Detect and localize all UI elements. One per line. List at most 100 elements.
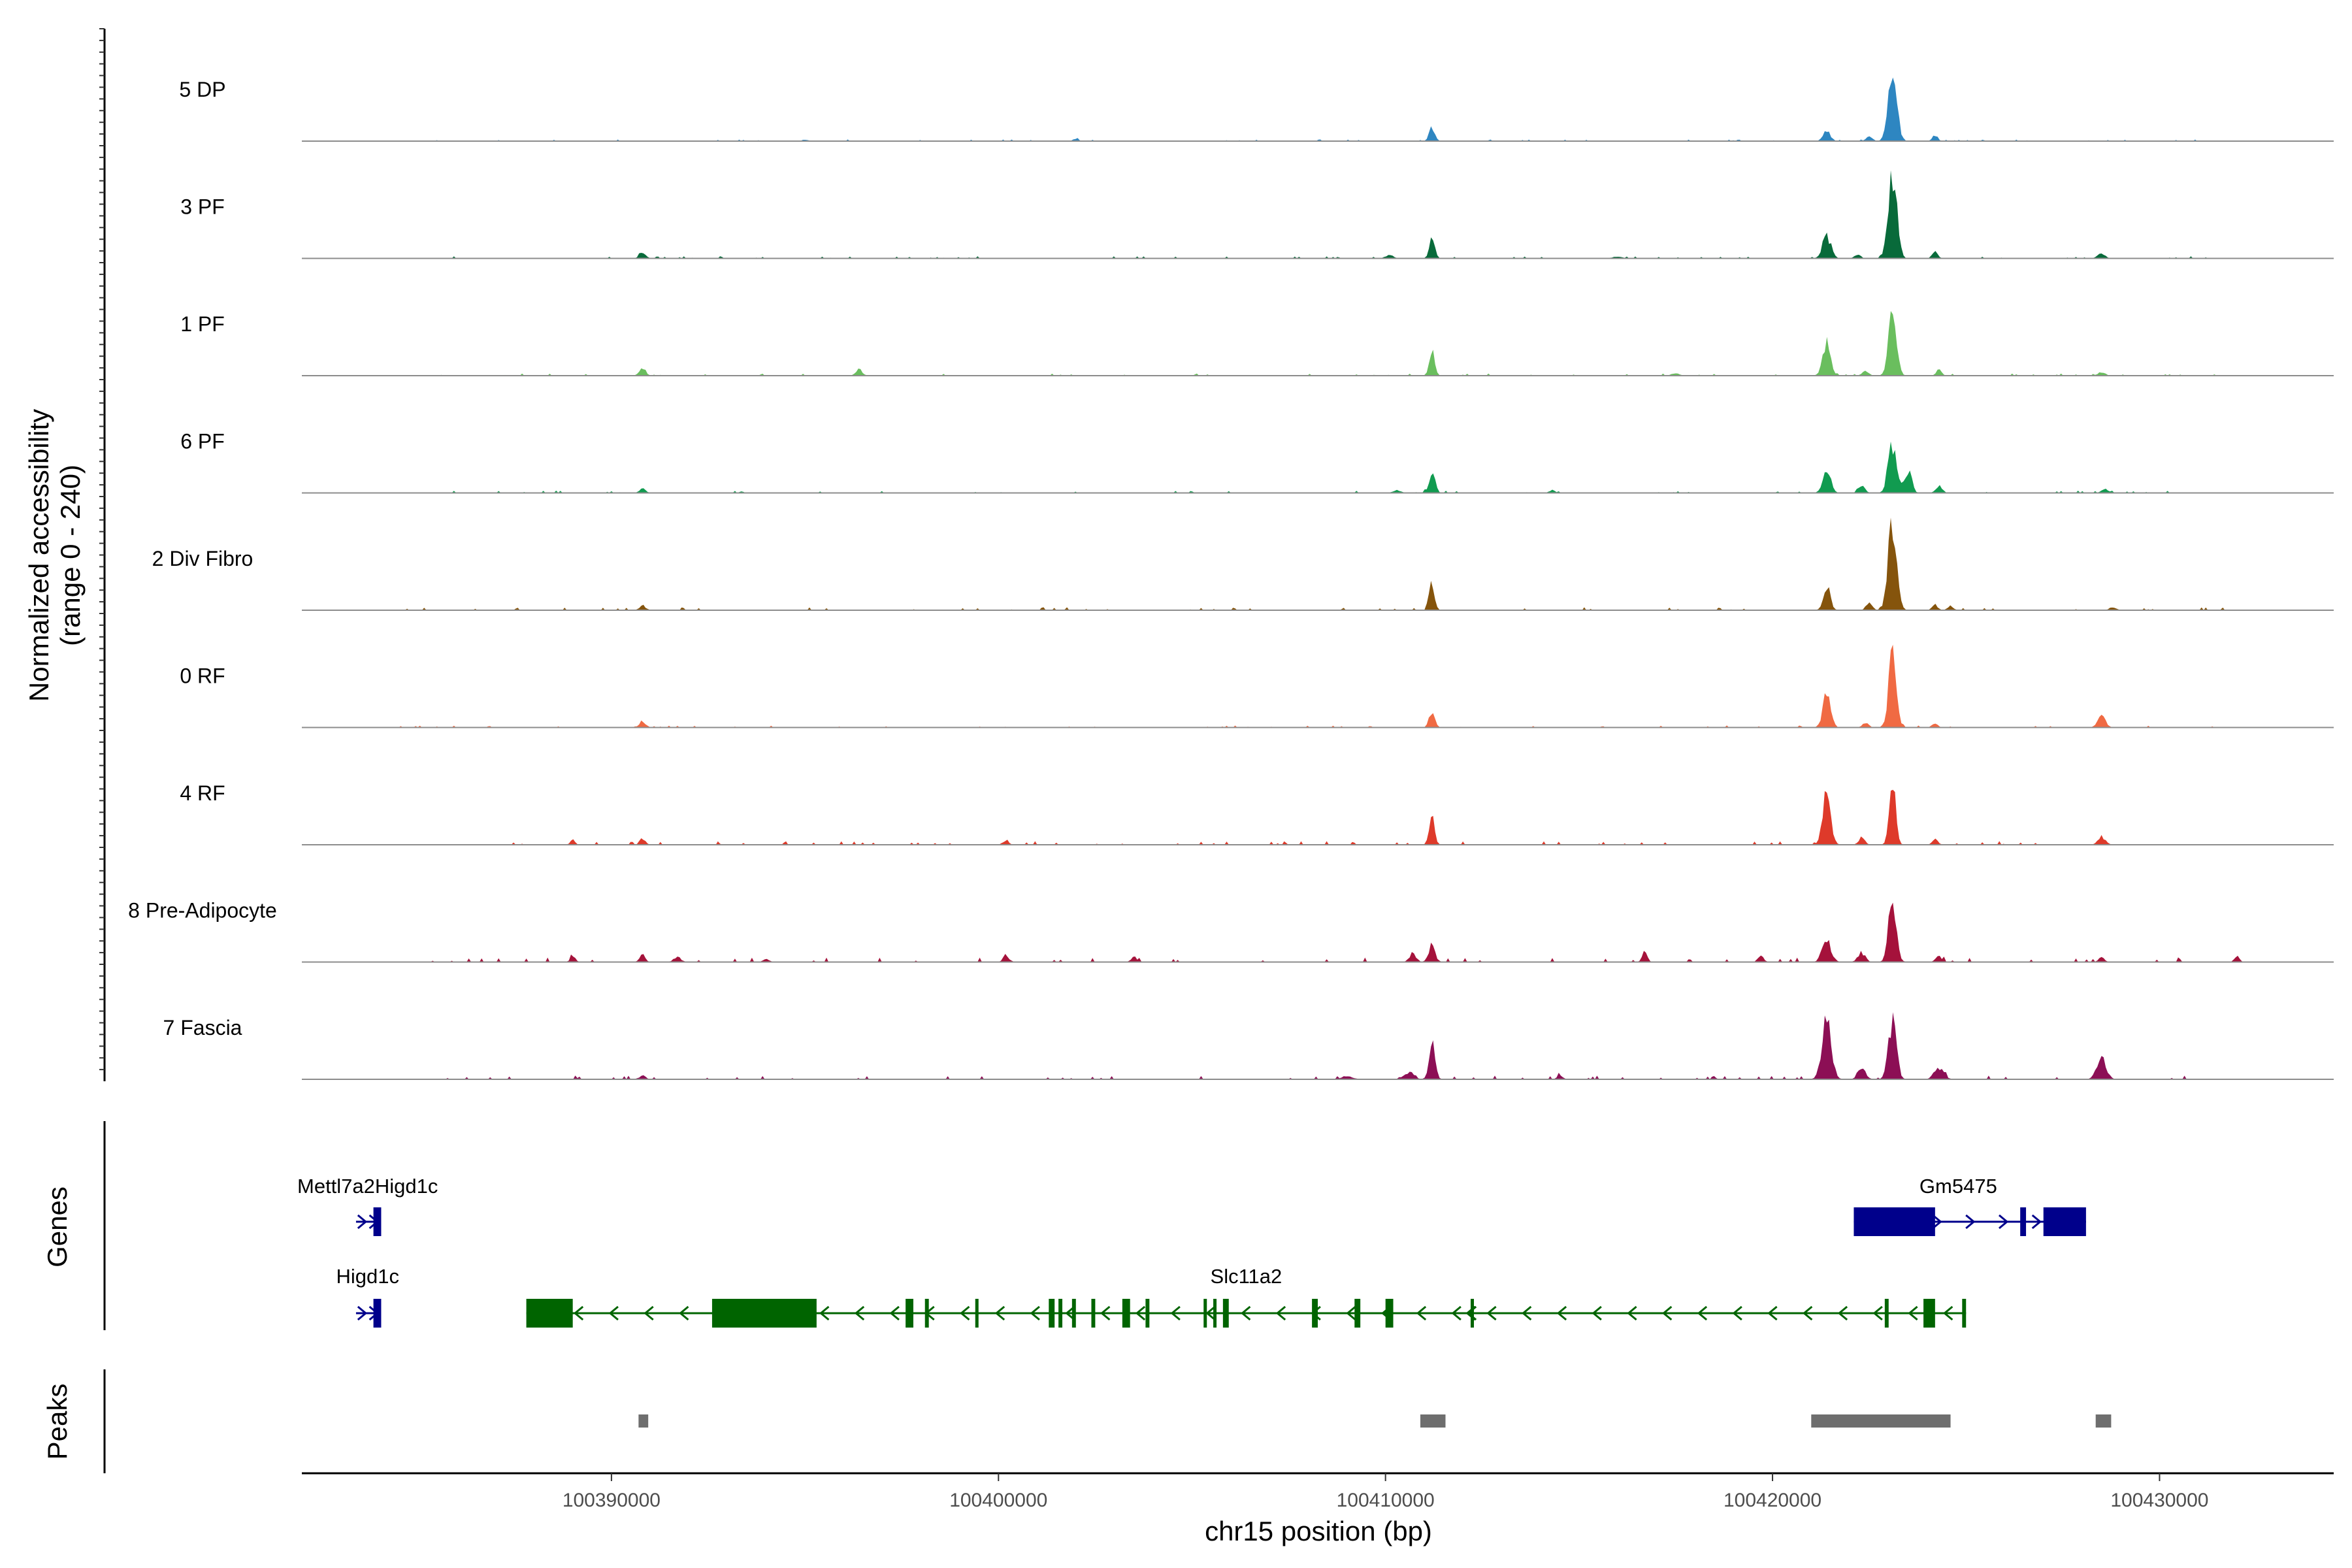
strand-arrow (1908, 1305, 1918, 1321)
strand-arrow (1486, 1305, 1497, 1321)
track-3-pf: 3 PF (180, 170, 2334, 259)
accessibility-y-axis (99, 28, 106, 1081)
genes-track-label: Genes (42, 1186, 73, 1267)
track-label: 6 PF (180, 430, 225, 453)
strand-arrow (1662, 1305, 1673, 1321)
strand-arrow (1065, 1305, 1075, 1321)
strand-arrow (1241, 1305, 1251, 1321)
exon (906, 1299, 913, 1328)
coverage-area (399, 644, 2245, 728)
track-1-pf: 1 PF (180, 311, 2334, 376)
strand-arrow (1275, 1305, 1286, 1321)
gene-label: Gm5475 (1919, 1175, 1997, 1198)
track-7-fascia: 7 Fascia (163, 1012, 2334, 1080)
exon (1385, 1299, 1394, 1328)
y-axis-title-line-2: (range 0 - 240) (55, 465, 86, 646)
strand-arrow (1556, 1305, 1567, 1321)
strand-arrow (819, 1305, 830, 1321)
exon (1122, 1299, 1130, 1328)
strand-arrow (644, 1305, 654, 1321)
track-label: 0 RF (180, 664, 225, 688)
strand-arrow (1932, 1214, 1942, 1230)
peak-region (1811, 1414, 1951, 1428)
strand-arrow (1732, 1305, 1742, 1321)
exon (1854, 1207, 1935, 1236)
strand-arrow (994, 1305, 1005, 1321)
peak-region (638, 1414, 649, 1428)
coverage-area (399, 517, 2245, 610)
exon (1222, 1299, 1229, 1328)
exon (2020, 1207, 2027, 1236)
strand-arrow (1965, 1214, 1976, 1230)
strand-arrow (357, 1305, 368, 1321)
track-2-div-fibro: 2 Div Fibro (152, 517, 2334, 611)
exon (1962, 1299, 1967, 1328)
track-0-rf: 0 RF (180, 644, 2334, 728)
gene-annotation-track: Mettl7a2Higd1c Gm5475 Higd1c Slc11a2 (103, 1121, 2086, 1330)
strand-arrow (1205, 1305, 1216, 1321)
gene-label: Higd1c (336, 1265, 399, 1288)
exon (1213, 1299, 1217, 1328)
track-5-dp: 5 DP (179, 77, 2334, 142)
exon (2043, 1207, 2086, 1236)
exon (924, 1299, 929, 1328)
exon (373, 1207, 382, 1236)
strand-arrow (1416, 1305, 1427, 1321)
exon (1145, 1299, 1150, 1328)
gene-label: Slc11a2 (1211, 1265, 1282, 1288)
exon (1203, 1299, 1207, 1328)
track-8-pre-adipocyte: 8 Pre-Adipocyte (128, 899, 2334, 963)
peaks-track-label: Peaks (42, 1384, 73, 1460)
track-label: 8 Pre-Adipocyte (128, 899, 277, 923)
gene-label: Mettl7a2Higd1c (297, 1175, 438, 1198)
coverage-area (399, 902, 2245, 962)
coverage-tracks: 5 DP 3 PF 1 PF 6 PF 2 Div Fibro 0 RF 4 RF 8 Pre… (128, 77, 2334, 1080)
track-label: 3 PF (180, 195, 225, 219)
peak-region (1420, 1414, 1446, 1428)
x-axis-title: chr15 position (bp) (1205, 1516, 1432, 1546)
track-label: 2 Div Fibro (152, 547, 253, 570)
exon (1049, 1299, 1055, 1328)
strand-arrow (1872, 1305, 1883, 1321)
strand-arrow (1346, 1305, 1356, 1321)
gene-higd1c: Higd1c (336, 1265, 399, 1328)
coverage-area (399, 1012, 2245, 1079)
coverage-area (399, 441, 2245, 493)
coverage-area (399, 789, 2245, 845)
x-tick-label: 100400000 (949, 1490, 1047, 1511)
strand-arrow (1170, 1305, 1181, 1321)
strand-arrow (1135, 1305, 1146, 1321)
strand-arrow (679, 1305, 689, 1321)
strand-arrow (1100, 1305, 1111, 1321)
track-label: 5 DP (179, 78, 225, 101)
track-4-rf: 4 RF (180, 781, 2334, 845)
x-tick-label: 100430000 (2110, 1490, 2208, 1511)
strand-arrow (1627, 1305, 1637, 1321)
exon (1091, 1299, 1096, 1328)
exon (1470, 1299, 1474, 1328)
strand-arrow (1451, 1305, 1462, 1321)
x-tick-label: 100390000 (563, 1490, 661, 1511)
strand-arrow (1943, 1305, 1953, 1321)
exon (526, 1299, 573, 1328)
strand-arrow (608, 1305, 619, 1321)
strand-arrow (573, 1305, 584, 1321)
peaks-track (103, 1369, 2112, 1473)
gene-slc11a2: Slc11a2 (526, 1265, 1967, 1328)
gene-mettl7a2higd1c: Mettl7a2Higd1c (297, 1175, 438, 1236)
strand-arrow (1803, 1305, 1813, 1321)
coverage-area (399, 170, 2245, 259)
strand-arrow (854, 1305, 865, 1321)
x-tick-label: 100410000 (1337, 1490, 1435, 1511)
exon (1923, 1299, 1935, 1328)
exon (711, 1299, 817, 1328)
strand-arrow (1837, 1305, 1848, 1321)
exon (975, 1299, 979, 1328)
strand-arrow (357, 1214, 368, 1230)
strand-arrow (960, 1305, 970, 1321)
strand-arrow (1998, 1214, 2009, 1230)
exon (1354, 1299, 1361, 1328)
exon (1058, 1299, 1063, 1328)
gene-fragment (1465, 1299, 1477, 1328)
